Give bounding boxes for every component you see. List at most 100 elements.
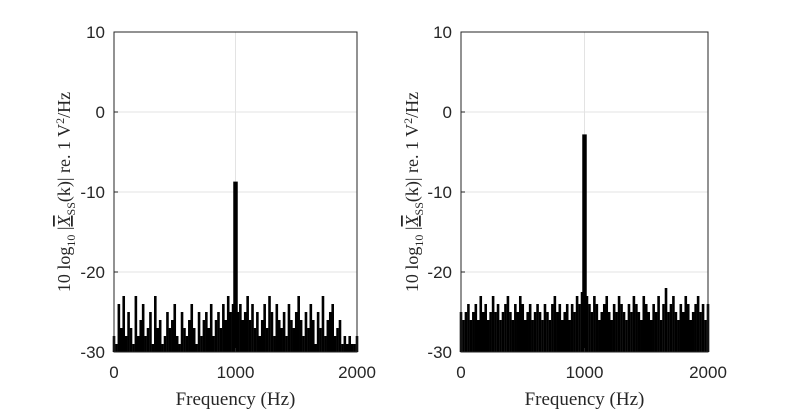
spectrum-bar [682, 312, 685, 352]
spectrum-bar [625, 320, 628, 352]
spectrum-bar [521, 304, 525, 352]
spectrum-bar [192, 328, 196, 352]
spectrum-bar [528, 304, 532, 352]
spectrum-bar [479, 296, 483, 352]
spectrum-bar [551, 304, 554, 352]
spectrum-bar [137, 336, 140, 352]
peak-bar [582, 134, 587, 352]
spectrum-bar [246, 296, 249, 352]
spectrum-bar [684, 296, 688, 352]
spectrum-bar [560, 320, 564, 352]
spectrum-bar [144, 336, 147, 352]
spectrum-bar [598, 320, 601, 352]
spectrum-bar [156, 328, 160, 352]
spectrum-bar [588, 304, 591, 352]
spectrum-bar [212, 336, 215, 352]
spectrum-bar [617, 296, 621, 352]
spectrum-bar [243, 312, 247, 352]
spectrum-bar [127, 312, 130, 352]
spectrum-bar [644, 304, 648, 352]
spectrum-bar [472, 312, 475, 352]
spectrum-bar [180, 312, 184, 352]
x-tick-label: 1000 [217, 363, 255, 382]
spectrum-bar [669, 304, 673, 352]
spectrum-bar [607, 312, 611, 352]
spectrum-bar [304, 312, 308, 352]
spectrum-bar [689, 320, 693, 352]
spectrum-bar [188, 320, 191, 352]
spectrum-bar [501, 312, 505, 352]
y-tick-label: -30 [80, 343, 105, 362]
spectrum-bar [341, 344, 344, 352]
spectrum-bar [469, 320, 473, 352]
spectrum-bar [489, 312, 492, 352]
y-tick-label: -20 [80, 263, 105, 282]
spectrum-bar [183, 328, 186, 352]
spectrum-bar [149, 312, 152, 352]
spectrum-bar [509, 312, 512, 352]
spectrum-bar [260, 320, 264, 352]
spectrum-bar [590, 312, 594, 352]
spectrum-bar [696, 296, 700, 352]
spectrum-bar [672, 296, 675, 352]
spectrum-bar [117, 304, 121, 352]
spectrum-bar [270, 312, 274, 352]
spectrum-bar [324, 336, 327, 352]
y-tick-label: -10 [427, 183, 452, 202]
spectrum-bar [516, 312, 520, 352]
spectrum-bar [570, 304, 574, 352]
y-axis-label: 10 log10 |XSS(k)| re. 1 V2/Hz [401, 92, 426, 292]
spectrum-bar [531, 320, 534, 352]
spectrum-bar [518, 296, 522, 352]
spectrum-bar [307, 328, 310, 352]
spectrum-bar [190, 304, 194, 352]
spectrum-bar [704, 320, 707, 352]
spectrum-bar [679, 304, 683, 352]
spectrum-bar [605, 296, 609, 352]
y-tick-label: -30 [427, 343, 452, 362]
spectrum-bar [309, 304, 313, 352]
spectrum-bar [556, 312, 559, 352]
spectrum-bar [563, 312, 567, 352]
spectrum-bar [287, 304, 291, 352]
spectrum-bar [115, 344, 118, 352]
spectrum-bar [654, 312, 658, 352]
x-axis-label: Frequency (Hz) [176, 389, 296, 410]
spectrum-bar [640, 320, 643, 352]
spectrum-bar [345, 344, 349, 352]
spectrum-bar [467, 304, 470, 352]
spectrum-bar [258, 336, 262, 352]
spectrum-bar [486, 320, 490, 352]
spectrum-bar [350, 344, 354, 352]
spectrum-bar [565, 304, 569, 352]
spectrum-bar [464, 312, 468, 352]
y-tick-label: -10 [80, 183, 105, 202]
spectrum-bar [343, 336, 347, 352]
spectrum-bar [268, 296, 271, 352]
spectrum-bar [553, 296, 557, 352]
spectrum-bar [615, 312, 618, 352]
spectrum-bar [275, 304, 279, 352]
spectrum-bar [632, 296, 636, 352]
spectrum-bar [694, 304, 697, 352]
spectrum-bar [541, 320, 544, 352]
spectrum-bar [119, 328, 123, 352]
spectrum-bar [659, 320, 663, 352]
spectrum-bar [543, 304, 547, 352]
spectrum-bar [124, 336, 128, 352]
spectrum-bar [620, 304, 623, 352]
spectrum-bar [474, 304, 478, 352]
spectrum-bar [573, 312, 576, 352]
spectrum-bar [294, 312, 298, 352]
spectrum-bar [217, 312, 220, 352]
spectrum-bar [647, 312, 651, 352]
spectrum-bar [321, 296, 325, 352]
spectrum-bar [514, 304, 517, 352]
spectrum-bar [536, 304, 539, 352]
spectrum-bar [336, 328, 339, 352]
spectrum-bar [504, 304, 507, 352]
y-tick-label: 0 [443, 103, 452, 122]
spectrum-bar [511, 320, 515, 352]
y-tick-label: 0 [96, 103, 105, 122]
spectrum-bar [226, 296, 230, 352]
